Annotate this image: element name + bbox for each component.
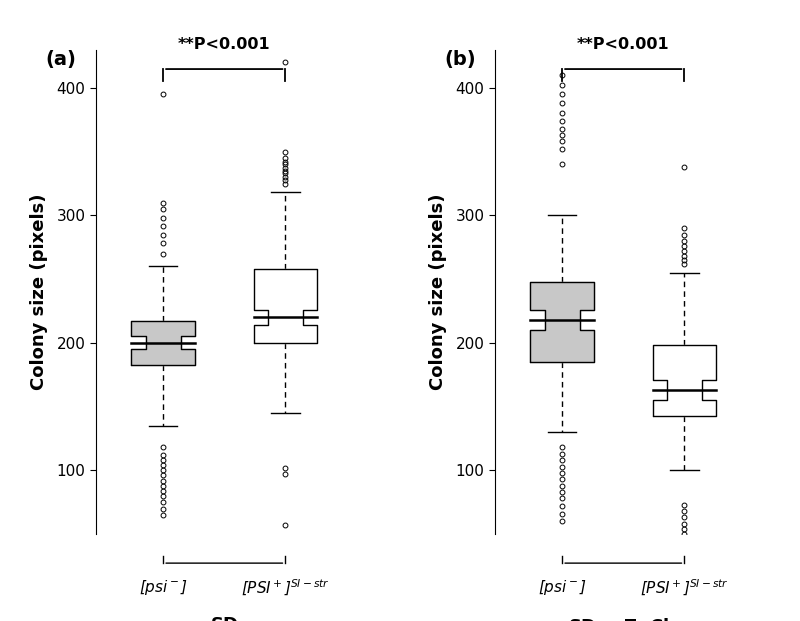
Text: [$PSI\mathregular{^+}$]$\mathregular{^{SI-str}}$: [$PSI\mathregular{^+}$]$\mathregular{^{S… [640,578,729,598]
Text: SD: SD [210,617,238,621]
Text: [$PSI\mathregular{^+}$]$\mathregular{^{SI-str}}$: [$PSI\mathregular{^+}$]$\mathregular{^{S… [241,578,330,598]
Y-axis label: Colony size (pixels): Colony size (pixels) [430,194,447,390]
Text: [$psi\mathregular{^-}$]: [$psi\mathregular{^-}$] [139,578,187,597]
Text: **P<0.001: **P<0.001 [178,37,270,52]
Text: (b): (b) [445,50,476,69]
Text: **P<0.001: **P<0.001 [577,37,670,52]
Polygon shape [653,345,716,415]
Text: [$psi\mathregular{^-}$]: [$psi\mathregular{^-}$] [538,578,586,597]
Polygon shape [131,321,195,365]
Polygon shape [254,269,317,343]
Text: (a): (a) [46,50,76,69]
Polygon shape [530,282,594,362]
Y-axis label: Colony size (pixels): Colony size (pixels) [30,194,48,390]
Text: SD + ZnCl$_2$: SD + ZnCl$_2$ [569,617,678,621]
